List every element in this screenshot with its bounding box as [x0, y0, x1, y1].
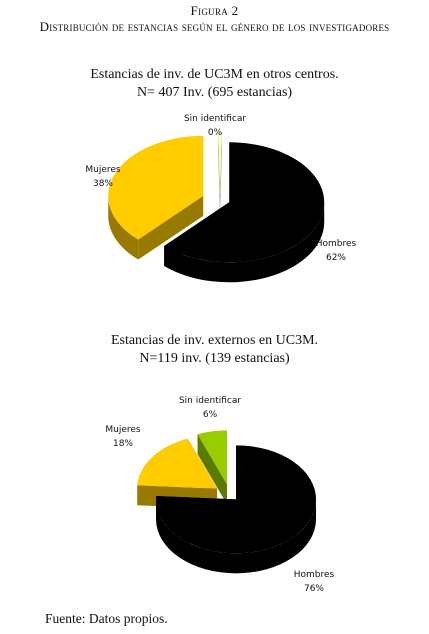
slice-mujeres — [108, 135, 204, 260]
pie-chart-external-incoming: Hombres 76% Mujeres 18% Sin identificar 6% — [105, 396, 335, 594]
figure-label: Figura 2 — [190, 3, 239, 18]
slice-hombres — [156, 445, 317, 574]
slice-sin-identificar-cut-0 — [197, 434, 228, 505]
slice-sin-identificar — [217, 132, 223, 214]
value-label-sin-identificar: 0% — [208, 128, 223, 138]
chart-1-title-line1: Estancias de inv. de UC3M en otros centr… — [90, 67, 339, 82]
slice-sin-identificar-top — [217, 132, 223, 194]
slice-sin-identificar — [197, 430, 228, 505]
label-hombres: Hombres — [294, 570, 335, 580]
slice-hombres-top — [164, 142, 325, 263]
slice-mujeres-cut-0 — [138, 195, 204, 260]
pie-chart-uc3m-outgoing: Hombres 62% Mujeres 38% Sin identificar 0% — [85, 114, 357, 283]
value-label-mujeres: 18% — [113, 439, 133, 449]
label-mujeres: Mujeres — [105, 425, 141, 435]
label-mujeres: Mujeres — [85, 165, 121, 175]
slice-hombres — [164, 142, 325, 283]
slice-mujeres-side — [108, 195, 139, 260]
value-label-mujeres: 38% — [93, 179, 113, 189]
chart-2-title-line1: Estancias de inv. externos en UC3M. — [110, 333, 319, 348]
chart-1-title-line2: N= 407 Inv. (695 estancias) — [136, 85, 293, 100]
slice-mujeres-top — [137, 438, 218, 489]
slice-sin-identificar-top — [197, 430, 228, 485]
value-label-hombres: 62% — [326, 253, 346, 263]
figure-title: Distribución de estancias según el géner… — [39, 19, 390, 34]
source-note: Fuente: Datos propios. — [45, 611, 168, 626]
value-label-sin-identificar: 6% — [203, 410, 218, 420]
slice-hombres-side — [156, 499, 317, 574]
slice-mujeres-top — [108, 135, 204, 240]
label-sin-identificar: Sin identificar — [179, 396, 241, 406]
slice-hombres-side — [164, 202, 325, 283]
slice-hombres-top — [156, 445, 317, 554]
label-sin-identificar: Sin identificar — [184, 114, 246, 124]
label-hombres: Hombres — [316, 239, 357, 249]
chart-2-title: Estancias de inv. externos en UC3M. N=11… — [0, 332, 429, 368]
chart-1-title: Estancias de inv. de UC3M en otros centr… — [0, 66, 429, 102]
value-label-hombres: 76% — [304, 584, 324, 594]
chart-2-title-line2: N=119 inv. (139 estancias) — [139, 351, 290, 366]
